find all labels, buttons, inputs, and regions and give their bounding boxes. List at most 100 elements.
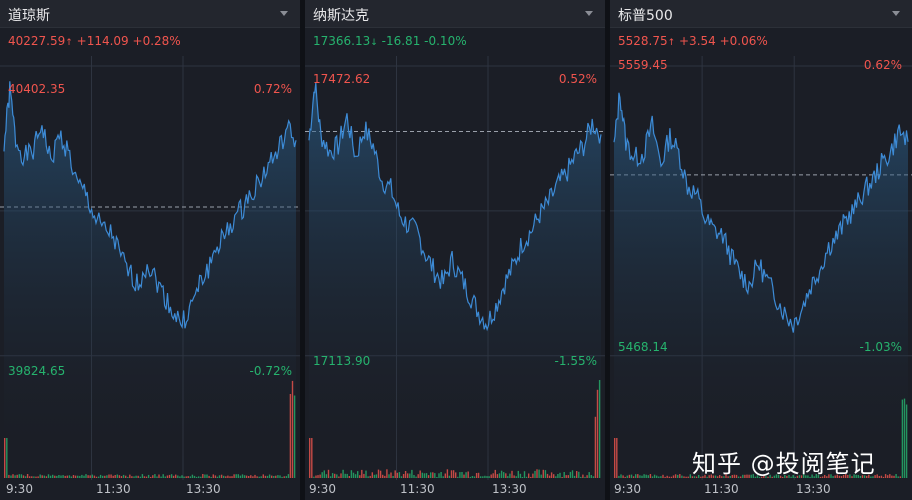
volume-bar [22, 475, 25, 478]
volume-bar [162, 474, 164, 478]
volume-bar [503, 472, 505, 478]
intraday-chart [610, 56, 912, 480]
volume-bar [10, 475, 12, 478]
volume-bar [836, 474, 838, 478]
volume-bar [398, 472, 401, 478]
volume-bar [792, 475, 794, 478]
volume-bar [840, 476, 843, 478]
volume-bar [291, 380, 294, 478]
volume-bar [513, 475, 515, 478]
volume-bar [561, 477, 563, 478]
volume-bar [596, 389, 599, 478]
volume-bar [557, 474, 559, 478]
volume-bar [150, 476, 152, 478]
high-percent-label: 0.72% [253, 82, 292, 96]
volume-bar [262, 474, 264, 478]
volume-bar [803, 474, 805, 478]
volume-bar [868, 474, 870, 478]
volume-bar [114, 475, 116, 478]
volume-bar [571, 470, 574, 478]
volume-bar [763, 475, 765, 478]
volume-bar [258, 476, 260, 478]
volume-bar [14, 475, 16, 478]
volume-bar [402, 474, 405, 478]
volume-bar [769, 474, 771, 478]
volume-bar [767, 476, 769, 478]
low-percent-label: -0.72% [249, 364, 292, 378]
volume-bar [183, 476, 185, 478]
volume-bar [887, 475, 889, 478]
volume-bar [417, 474, 419, 478]
volume-bar [750, 474, 752, 478]
chevron-down-icon[interactable] [892, 11, 900, 16]
price-value: 5528.75 [618, 34, 668, 48]
volume-bar [260, 476, 262, 478]
volume-bar [459, 472, 461, 478]
volume-bar [649, 474, 652, 478]
volume-bar [444, 473, 446, 478]
volume-bar [828, 474, 830, 478]
volume-bar [218, 475, 221, 478]
panel-header[interactable]: 道琼斯 [0, 0, 300, 28]
volume-bar [83, 475, 85, 478]
volume-bar [622, 475, 624, 478]
volume-bar [235, 474, 237, 478]
volume-bar [784, 475, 786, 478]
watermark: 知乎 @投阅笔记 [692, 450, 876, 478]
volume-bar [252, 476, 254, 478]
change-value: +3.54 [679, 34, 716, 48]
volume-bar [897, 476, 899, 478]
panel-header[interactable]: 标普500 [610, 0, 912, 28]
volume-bar [168, 474, 171, 478]
volume-bar [838, 475, 841, 478]
volume-bar [216, 476, 219, 478]
volume-bar [432, 472, 434, 478]
volume-bar [102, 475, 104, 478]
volume-bar [382, 474, 384, 478]
volume-bar [384, 475, 386, 478]
volume-bar [430, 472, 432, 478]
volume-bar [901, 399, 904, 478]
volume-bar [68, 475, 71, 478]
chevron-down-icon[interactable] [280, 11, 288, 16]
volume-bar [223, 475, 225, 478]
volume-bar [455, 472, 457, 478]
volume-bar [761, 476, 763, 478]
volume-bar [241, 474, 244, 478]
volume-bar [268, 474, 271, 478]
volume-bar [110, 474, 112, 478]
volume-bar [536, 469, 538, 478]
volume-bar [534, 470, 536, 478]
time-label: 9:30 [309, 482, 336, 496]
volume-bar [467, 471, 469, 478]
volume-bar [469, 476, 471, 478]
volume-bar [359, 475, 361, 478]
volume-bar [70, 476, 73, 478]
volume-bar [889, 474, 891, 478]
high-percent-label: 0.52% [558, 72, 597, 86]
volume-bar [819, 476, 822, 478]
volume-bar [137, 475, 139, 478]
volume-bar [220, 474, 223, 478]
volume-bar [507, 476, 509, 478]
panel-header[interactable]: 纳斯达克 [305, 0, 605, 28]
volume-bar [788, 475, 790, 478]
volume-bar [651, 476, 654, 478]
volume-bar [538, 469, 540, 478]
volume-bar [486, 476, 488, 478]
volume-bar [884, 474, 887, 478]
volume-bar [181, 475, 183, 478]
change-value: -16.81 [381, 34, 421, 48]
chevron-down-icon[interactable] [585, 11, 593, 16]
volume-bar [323, 470, 325, 478]
volume-bar [704, 474, 706, 478]
volume-bar [256, 476, 258, 478]
volume-bar [334, 473, 336, 478]
volume-bar [287, 474, 290, 478]
volume-bar [645, 474, 647, 478]
volume-bar [145, 476, 148, 478]
volume-bar [409, 473, 411, 478]
volume-bar [277, 475, 279, 478]
volume-bar [544, 470, 547, 478]
volume-bar [329, 476, 332, 478]
